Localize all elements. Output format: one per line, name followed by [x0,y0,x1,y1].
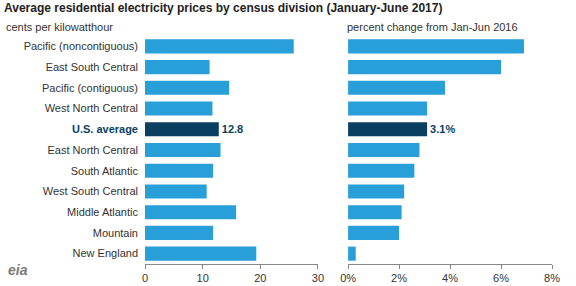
svg-text:East South Central: East South Central [46,61,138,73]
svg-text:West North Central: West North Central [45,102,138,114]
svg-text:6%: 6% [493,272,509,284]
svg-text:12.8: 12.8 [222,123,243,135]
svg-text:0%: 0% [340,272,356,284]
svg-text:8%: 8% [544,272,560,284]
svg-text:Average residential electricit: Average residential electricity prices b… [4,1,442,15]
svg-text:Mountain: Mountain [93,227,138,239]
svg-text:West South Central: West South Central [43,185,138,197]
svg-text:East North Central: East North Central [48,144,138,156]
svg-text:South Atlantic: South Atlantic [71,165,139,177]
svg-text:Middle Atlantic: Middle Atlantic [67,206,138,218]
svg-text:percent change from Jan-Jun 20: percent change from Jan-Jun 2016 [347,21,518,33]
svg-text:cents per kilowatthour: cents per kilowatthour [6,21,113,33]
svg-text:3.1%: 3.1% [430,123,455,135]
svg-text:4%: 4% [442,272,458,284]
svg-text:Pacific (noncontiguous): Pacific (noncontiguous) [24,40,138,52]
svg-text:20: 20 [254,272,266,284]
svg-text:eia: eia [8,262,28,278]
svg-text:30: 30 [312,272,324,284]
svg-text:New England: New England [73,247,138,259]
svg-text:0: 0 [142,272,148,284]
svg-text:10: 10 [197,272,209,284]
svg-text:U.S. average: U.S. average [72,123,138,135]
svg-text:Pacific (contiguous): Pacific (contiguous) [42,82,138,94]
svg-text:2%: 2% [391,272,407,284]
